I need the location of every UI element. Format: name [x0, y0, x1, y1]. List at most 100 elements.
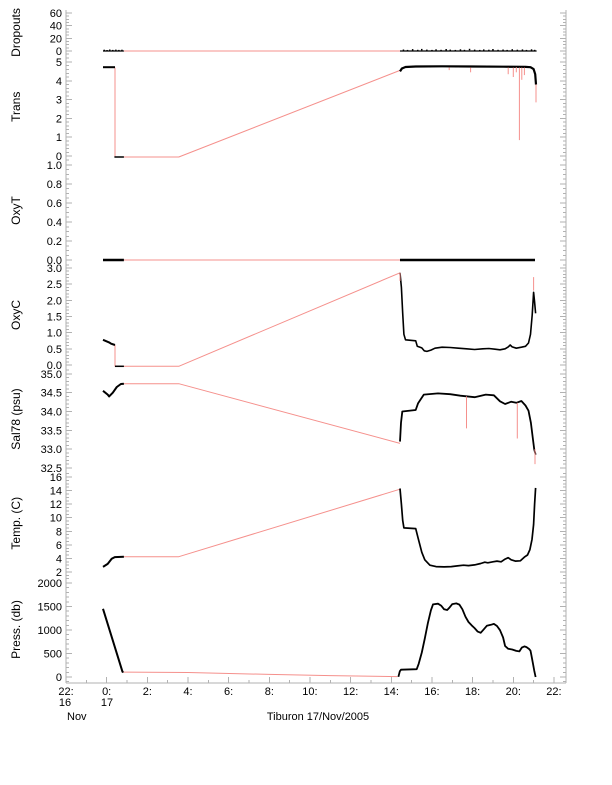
panel-axes-press [65, 576, 567, 683]
y-tick-label: 0 [56, 46, 62, 58]
data-marker [463, 49, 466, 52]
panel-oxyc: 0.0 0.5 1.0 1.5 2.0 2.5 3.0 OxyC [9, 262, 567, 372]
y-tick-label: 4 [56, 553, 62, 565]
y-tick-label: 1.0 [47, 328, 62, 340]
figure-title: Tiburon 17/Nov/2005 [266, 711, 370, 723]
panel-axes-oxyt [65, 158, 567, 263]
y-tick-label: 0.0 [47, 255, 62, 267]
series-flagged-gap [123, 488, 401, 558]
data-marker [483, 49, 485, 51]
data-marker [431, 49, 433, 52]
y-tick-label: 33.5 [41, 425, 62, 437]
series-dive [399, 392, 537, 455]
data-marker [497, 49, 499, 52]
series-flagged-gap [114, 67, 401, 158]
y-tick-label: 0 [56, 672, 62, 684]
panel-oxyt: 0.0 0.2 0.4 0.6 0.8 1.0 OxyT [9, 158, 567, 267]
data-marker [402, 49, 405, 51]
panel-axes-oxyc [65, 262, 567, 368]
x-axis-month-label: Nov [67, 711, 87, 723]
series-dive-markers [402, 48, 536, 52]
x-tick-label: 20: [506, 686, 521, 698]
y-axis-title-dropouts: Dropouts [9, 8, 23, 57]
series-flagged-gap [123, 671, 398, 678]
y-tick-label: 0.5 [47, 344, 62, 356]
y-tick-label: 12 [50, 499, 62, 511]
y-tick-label: 60 [50, 8, 62, 20]
y-tick-label: 10 [50, 513, 62, 525]
x-tick-label: 2: [143, 686, 152, 698]
y-axis-title-temp: Temp. (C) [9, 497, 23, 550]
x-tick-label: 4: [183, 686, 192, 698]
data-marker [492, 49, 494, 51]
x-axis-day-label: 17 [100, 697, 114, 709]
data-marker [473, 49, 476, 52]
data-marker [468, 48, 471, 51]
series-flagged-gap [123, 383, 401, 444]
y-tick-label: 0.6 [47, 198, 62, 210]
x-tick-label: 8: [265, 686, 274, 698]
data-marker [406, 49, 409, 52]
data-marker [488, 49, 490, 52]
data-marker [479, 49, 481, 52]
series-flagged-spikes [448, 67, 537, 141]
series-flagged-spikes [399, 272, 535, 291]
panel-axes-dropouts [65, 10, 567, 55]
data-marker [445, 49, 447, 51]
panel-sal78: 32.5 33.0 33.5 34.0 34.5 35.0 Sal78 (psu) [9, 367, 567, 475]
data-marker [440, 49, 442, 52]
y-tick-label: 0.4 [47, 217, 62, 229]
data-marker [530, 49, 533, 51]
x-tick-label: 14: [384, 686, 399, 698]
series-pre-dive-markers [103, 49, 123, 52]
data-marker [106, 50, 108, 52]
y-tick-label: 0.0 [47, 360, 62, 372]
data-marker [118, 49, 120, 52]
y-axis-title-oxyt: OxyT [9, 196, 23, 225]
data-marker [115, 49, 117, 52]
y-axis-title-sal78: Sal78 (psu) [9, 388, 23, 449]
series-flagged-gap [114, 272, 401, 367]
y-tick-label: 0 [56, 151, 62, 163]
y-tick-label: 4 [56, 76, 62, 88]
y-tick-label: 35.0 [41, 369, 62, 381]
y-tick-label: 34.0 [41, 406, 62, 418]
series-dive [399, 65, 538, 85]
panel-trans: 0 1 2 3 4 5 Trans [9, 55, 567, 163]
y-tick-label: 3.0 [47, 263, 62, 275]
x-tick-label: 18: [465, 686, 480, 698]
y-tick-label: 2 [56, 567, 62, 579]
y-tick-label: 40 [50, 21, 62, 33]
y-tick-label: 2000 [38, 578, 62, 590]
data-marker [411, 49, 414, 51]
x-tick-label: 12: [343, 686, 358, 698]
y-axis-title-trans: Trans [9, 92, 23, 122]
panel-axes-trans [65, 55, 567, 159]
data-marker [109, 49, 111, 51]
data-marker [417, 49, 419, 52]
y-tick-label: 3 [56, 95, 62, 107]
series-dive [397, 602, 537, 678]
y-tick-label: 2.0 [47, 295, 62, 307]
y-axis-title-oxyc: OxyC [9, 300, 23, 330]
x-tick-label: 22: [546, 686, 561, 698]
series-pre-dive [102, 338, 116, 346]
y-tick-label: 1.5 [47, 312, 62, 324]
data-marker [511, 49, 513, 51]
y-tick-label: 34.5 [41, 388, 62, 400]
panel-axes-temp [65, 470, 567, 576]
y-tick-label: 2 [56, 113, 62, 125]
y-tick-label: 16 [50, 472, 62, 484]
x-tick-label: 6: [224, 686, 233, 698]
series-flagged-spikes [466, 396, 536, 465]
y-tick-label: 14 [50, 486, 62, 498]
data-marker [112, 49, 114, 52]
x-tick-labels: 22: 0: 2: 4: 6: 8: 10: 12: 14: 16: 18: 20: 22: [58, 686, 561, 698]
series-pre-dive [102, 608, 124, 674]
data-marker [103, 49, 105, 52]
